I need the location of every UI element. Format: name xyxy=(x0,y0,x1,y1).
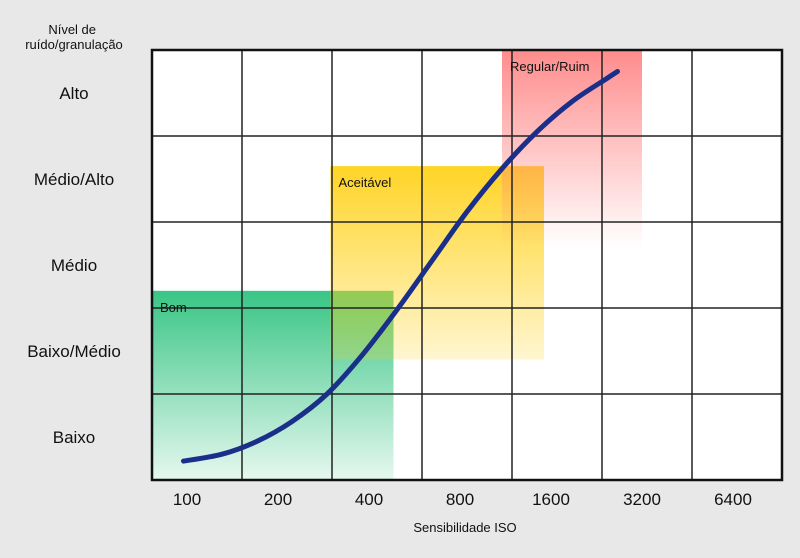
y-tick-label: Baixo xyxy=(53,428,96,447)
region-label-3: Regular/Ruim xyxy=(510,59,589,74)
region-labels: Bom Aceitável Regular/Ruim xyxy=(160,59,589,315)
x-tick-label: 100 xyxy=(173,490,201,509)
series-layer xyxy=(181,69,620,464)
x-axis-title: Sensibilidade ISO xyxy=(413,520,516,535)
y-axis-title-line-2: ruído/granulação xyxy=(25,37,123,52)
x-tick-label: 200 xyxy=(264,490,292,509)
region-layer xyxy=(152,50,642,480)
series-line xyxy=(181,69,620,464)
y-tick-label: Alto xyxy=(59,84,88,103)
y-axis-title-line-1: Nível de xyxy=(48,22,96,37)
x-tick-labels: 100 200 400 800 1600 3200 6400 xyxy=(173,490,752,509)
y-tick-label: Médio xyxy=(51,256,97,275)
y-axis-title: Nível de ruído/granulação xyxy=(25,22,123,52)
y-tick-label: Baixo/Médio xyxy=(27,342,121,361)
x-tick-label: 6400 xyxy=(714,490,752,509)
region-label-1: Bom xyxy=(160,300,187,315)
x-tick-label: 1600 xyxy=(532,490,570,509)
x-tick-label: 800 xyxy=(446,490,474,509)
grid xyxy=(152,50,782,480)
x-tick-label: 3200 xyxy=(623,490,661,509)
region-label-2: Aceitável xyxy=(339,175,392,190)
x-tick-label: 400 xyxy=(355,490,383,509)
plot-border xyxy=(150,48,784,482)
y-tick-labels: Baixo Baixo/Médio Médio Médio/Alto Alto xyxy=(27,84,121,447)
y-tick-label: Médio/Alto xyxy=(34,170,114,189)
region-3 xyxy=(502,50,642,248)
